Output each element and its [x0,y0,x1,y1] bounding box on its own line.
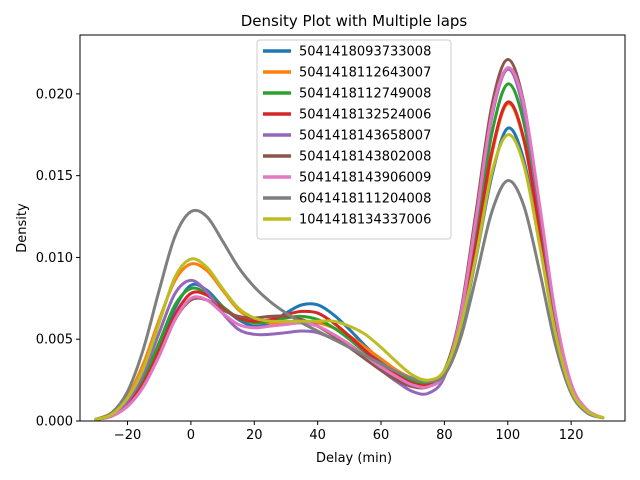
y-axis-title: Density [15,203,30,253]
x-tick-label: 60 [373,428,390,443]
chart-title: Density Plot with Multiple laps [241,12,468,30]
legend-label: 5041418143906009 [299,171,431,186]
plot-frame [79,34,626,422]
y-tick-label: 0.010 [36,251,73,266]
series-line-3 [94,82,605,421]
x-tick-label: 80 [436,428,453,443]
legend-label: 1041418134337006 [299,213,431,228]
plot-lines [94,58,605,421]
x-axis-title: Delay (min) [316,451,392,466]
legend-label: 5041418112749008 [299,87,431,102]
legend-label: 6041418111204008 [299,192,431,207]
y-tick-label: 0.005 [36,333,73,348]
legend-label: 5041418143802008 [299,150,431,165]
legend-label: 5041418132524006 [299,108,431,123]
legend-label: 5041418143658007 [299,129,431,144]
x-tick-label: 40 [309,428,326,443]
legend: 5041418093733008 5041418112643007 50414181… [256,39,452,240]
legend-box [256,39,452,240]
legend-label: 5041418093733008 [299,45,431,60]
series-line-4 [94,100,605,421]
y-tick-label: 0.000 [36,415,73,430]
y-axis-ticks: 0.000 0.005 0.010 0.015 0.020 [36,87,80,430]
x-tick-label: −20 [114,428,141,443]
y-tick-label: 0.020 [36,87,73,102]
y-tick-label: 0.015 [36,169,73,184]
series-line-9 [94,133,605,421]
x-tick-label: 20 [246,428,263,443]
x-tick-label: 100 [495,428,520,443]
x-tick-label: 0 [187,428,195,443]
x-axis-ticks: −20 0 20 40 60 80 100 120 [114,421,584,443]
series-line-8 [94,179,605,421]
legend-label: 5041418112643007 [299,66,431,81]
x-tick-label: 120 [559,428,584,443]
